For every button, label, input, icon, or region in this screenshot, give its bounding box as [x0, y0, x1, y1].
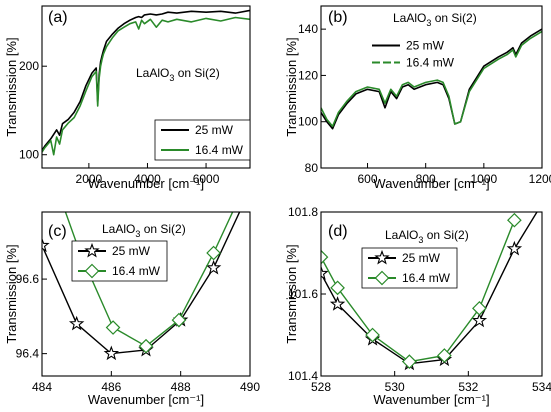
annotation: LaAlO3 on Si(2) [385, 228, 469, 245]
y-tick-label: 100 [298, 115, 318, 129]
legend-marker [84, 263, 100, 279]
data-point [105, 320, 121, 335]
series-line [321, 28, 542, 130]
x-tick-label: 6000 [193, 172, 220, 186]
x-tick-label: 1000 [470, 172, 497, 186]
data-point [206, 245, 221, 261]
data-point [138, 338, 154, 354]
series-line [42, 9, 250, 151]
panel-label: (c) [48, 223, 67, 240]
y-axis-label: Transmission [%] [284, 37, 299, 136]
chart-panel-2: 600 800 1000 1200 80 100 120 140 Wavenumber [cm⁻… [284, 5, 551, 191]
chart-panel-1: 2000 4000 6000 100 200 Wavenumber [cm⁻¹] Trans… [4, 5, 251, 191]
annotation: LaAlO3 on Si(2) [393, 11, 477, 28]
x-tick-label: 1200 [529, 172, 551, 186]
legend: 25 mW 16.4 mW [361, 247, 458, 289]
legend-box [71, 240, 168, 282]
data-point [472, 301, 487, 316]
x-tick-label: 528 [311, 380, 331, 394]
x-tick-label: 534 [532, 380, 551, 394]
x-tick-label: 484 [32, 380, 52, 394]
panel-label: (b) [328, 9, 348, 26]
series-2 [321, 30, 542, 128]
annotation: LaAlO3 on Si(2) [102, 222, 186, 239]
panel-label: (d) [328, 223, 348, 240]
data-point [330, 280, 345, 296]
x-tick-label: 2000 [76, 172, 103, 186]
series-2 [42, 16, 250, 156]
x-tick-label: 490 [240, 380, 260, 394]
legend-marker [374, 270, 390, 286]
x-axis-label: Wavenumber [cm⁻¹] [88, 392, 204, 407]
x-tick-label: 600 [358, 172, 378, 186]
chart-panel-4: 528 530 532 534 101.4 101.6 101.8 Wavenumber [c… [284, 205, 551, 407]
data-point [506, 240, 523, 256]
y-axis-label: Transmission [%] [4, 37, 19, 136]
data-point [321, 265, 329, 281]
legend-label: 16.4 mW [195, 143, 244, 157]
x-axis-label: Wavenumber [cm⁻¹] [373, 392, 489, 407]
legend-box [154, 119, 251, 161]
plot-frame [320, 5, 543, 169]
y-tick-label: 120 [298, 68, 318, 82]
data-point [171, 312, 187, 328]
data-point [437, 348, 452, 363]
x-axis-label: Wavenumber [cm⁻¹] [373, 176, 489, 191]
legend-label: 25 mW [402, 251, 441, 265]
legend: 25 mW 16.4 mW [71, 240, 168, 282]
series-line [321, 30, 542, 128]
legend-marker [374, 249, 390, 265]
legend-label: 25 mW [195, 123, 234, 137]
y-axis-label: Transmission [%] [4, 244, 19, 343]
x-axis-label: Wavenumber [cm⁻¹] [88, 176, 204, 191]
y-tick-label: 200 [19, 59, 39, 73]
series-line [321, 212, 538, 365]
data-point [103, 345, 120, 361]
y-tick-label: 96.4 [16, 347, 40, 361]
legend-label: 25 mW [112, 244, 151, 258]
data-point [205, 259, 222, 275]
x-tick-label: 486 [101, 380, 121, 394]
panel-label: (a) [48, 9, 68, 26]
legend: 25 mW 16.4 mW [154, 119, 251, 161]
annotation: LaAlO3 on Si(2) [136, 66, 220, 83]
legend-box [361, 247, 458, 289]
series-1 [42, 9, 250, 151]
data-point [507, 212, 522, 228]
data-point [365, 327, 380, 343]
legend-label: 25 mW [406, 39, 445, 53]
legend: 25 mW 16.4 mW [366, 37, 456, 71]
x-tick-label: 532 [458, 380, 478, 394]
data-point [471, 312, 488, 328]
y-tick-label: 101.8 [288, 205, 318, 219]
data-point [329, 296, 346, 311]
series-2 [321, 212, 522, 369]
x-tick-label: 530 [385, 380, 405, 394]
plot-frame [41, 211, 251, 377]
y-tick-label: 140 [298, 22, 318, 36]
legend-label: 16.4 mW [112, 264, 161, 278]
legend-box [366, 37, 456, 71]
y-tick-label: 96.6 [16, 272, 40, 286]
legend-label: 16.4 mW [402, 271, 451, 285]
x-tick-label: 800 [416, 172, 436, 186]
series-1 [321, 28, 542, 130]
plot-frame [41, 5, 251, 169]
data-point [321, 249, 329, 265]
data-point [42, 237, 50, 253]
y-tick-label: 101.6 [288, 287, 318, 301]
y-tick-label: 80 [305, 161, 319, 175]
legend-label: 16.4 mW [406, 56, 455, 70]
series-line [42, 16, 250, 156]
data-point [402, 354, 417, 369]
legend-marker [84, 242, 100, 258]
x-tick-label: 488 [171, 380, 191, 394]
data-point [68, 315, 85, 331]
x-tick-label: 4000 [134, 172, 161, 186]
y-tick-label: 101.4 [288, 369, 318, 383]
y-axis-label: Transmission [%] [284, 244, 299, 343]
y-tick-label: 100 [19, 148, 39, 162]
chart-panel-3: 484 486 488 490 96.4 96.6 Wavenumber [cm⁻¹] Tra… [4, 211, 260, 407]
